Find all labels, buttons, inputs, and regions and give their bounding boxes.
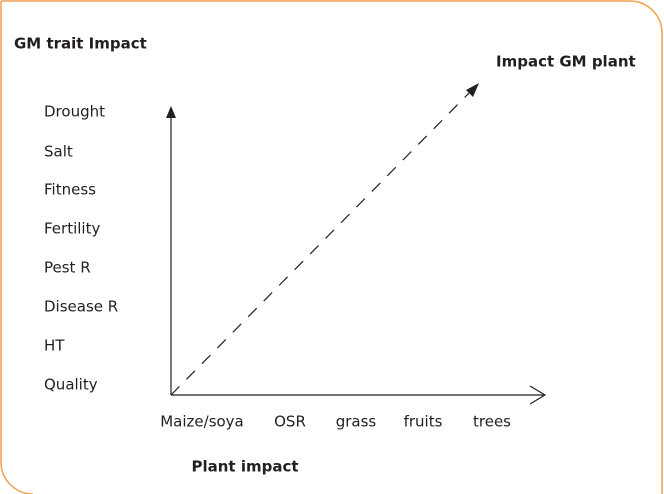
diagonal-arrow xyxy=(466,83,479,97)
plant-label: OSR xyxy=(274,413,306,431)
trait-label: Fitness xyxy=(44,181,96,199)
x-axis-label: Plant impact xyxy=(191,458,298,476)
diagonal-label: Impact GM plant xyxy=(496,53,636,71)
title: GM trait Impact xyxy=(14,35,147,53)
trait-label: Drought xyxy=(44,103,105,121)
trait-label: Pest R xyxy=(44,259,91,277)
trait-label: Disease R xyxy=(44,298,118,316)
plant-label: grass xyxy=(336,413,377,431)
trait-label: HT xyxy=(44,337,65,355)
x-arrow xyxy=(529,385,547,405)
diagonal xyxy=(170,89,473,396)
plant-label: trees xyxy=(473,413,511,431)
y-arrow xyxy=(166,106,176,118)
trait-label: Quality xyxy=(44,376,98,394)
trait-label: Fertility xyxy=(44,220,100,238)
plant-label: fruits xyxy=(404,413,443,431)
trait-label: Salt xyxy=(44,143,73,161)
plant-label: Maize/soya xyxy=(160,413,244,431)
